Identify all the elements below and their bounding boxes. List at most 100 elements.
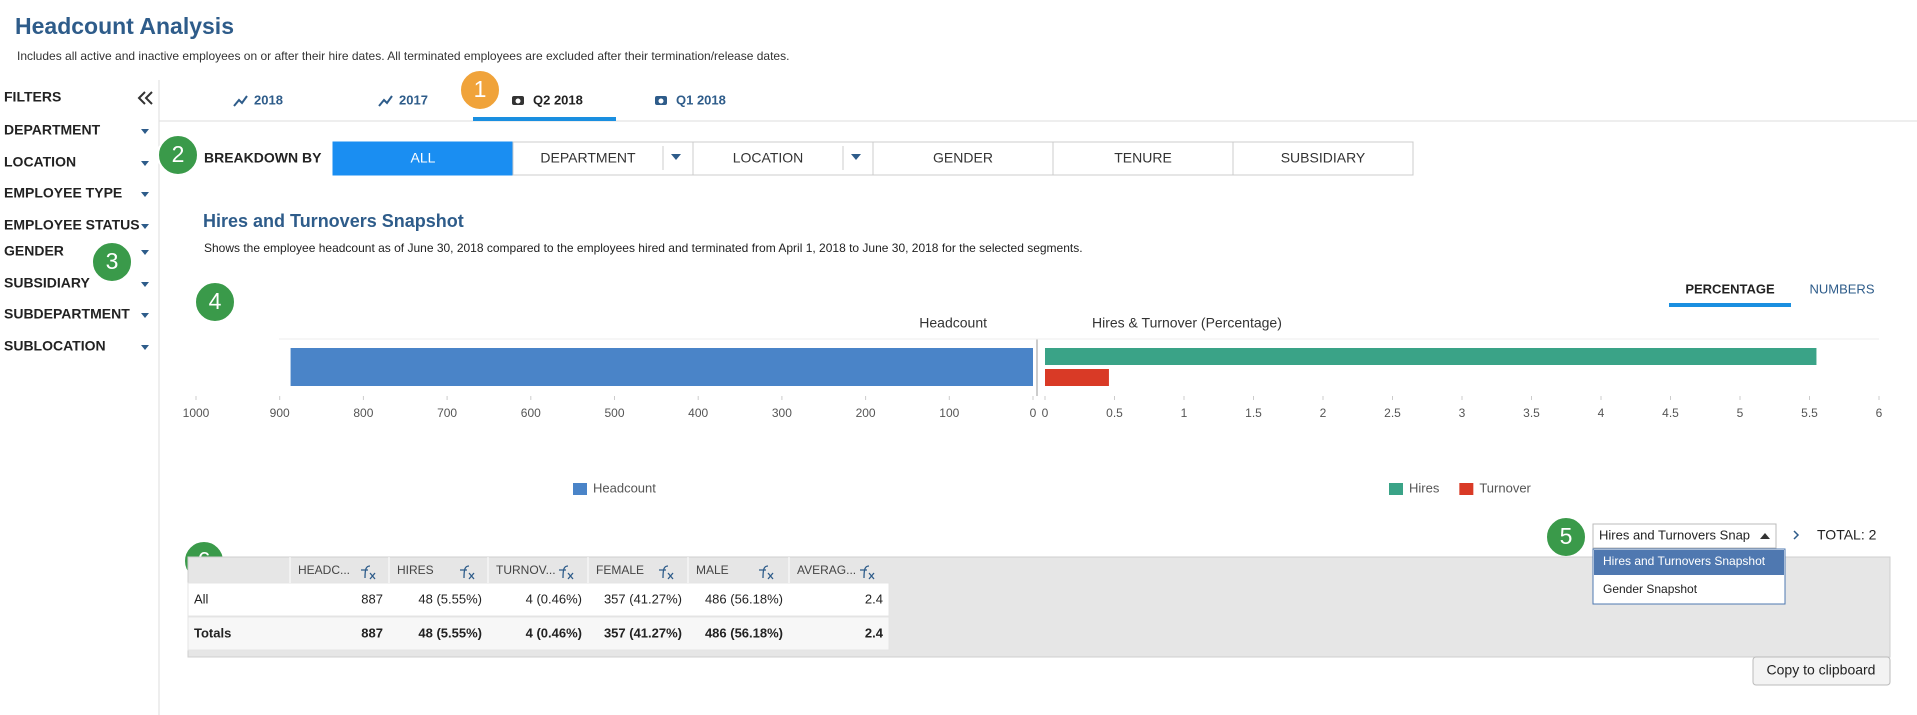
legend-label[interactable]: Headcount — [593, 480, 656, 495]
total-count: TOTAL: 2 — [1817, 527, 1877, 543]
bar — [290, 348, 1033, 386]
table-cell: 357 (41.27%) — [604, 591, 682, 606]
x-tick-label: 2 — [1320, 406, 1327, 420]
select-value[interactable]: Hires and Turnovers Snap — [1599, 527, 1750, 542]
section-title: Hires and Turnovers Snapshot — [203, 211, 464, 231]
table-cell: 4 (0.46%) — [526, 591, 582, 606]
breakdown-option[interactable]: ALL — [411, 150, 436, 166]
select-arrow — [1760, 533, 1770, 539]
option-highlight — [1594, 550, 1784, 575]
table-cell: 887 — [361, 625, 383, 640]
filter-item[interactable]: SUBLOCATION — [4, 338, 106, 354]
legend-label[interactable]: Hires — [1409, 480, 1440, 495]
next-chevron[interactable] — [1793, 530, 1800, 540]
filter-item[interactable]: SUBSIDIARY — [4, 275, 90, 291]
formula-icon[interactable] — [361, 565, 376, 580]
column-header[interactable]: AVERAG... — [797, 563, 856, 577]
x-tick-label: 0 — [1030, 406, 1037, 420]
view-toggle[interactable]: NUMBERS — [1809, 281, 1874, 296]
dropdown-arrow[interactable] — [851, 154, 861, 160]
table-cell: 4 (0.46%) — [526, 625, 582, 640]
filter-arrow[interactable] — [141, 250, 149, 255]
filter-arrow[interactable] — [141, 224, 149, 229]
tab[interactable]: Q2 2018 — [533, 92, 583, 107]
dropdown-arrow[interactable] — [671, 154, 681, 160]
step-marker — [459, 69, 501, 111]
step-number: 1 — [474, 76, 487, 102]
breakdown-button[interactable] — [872, 141, 1054, 176]
copy-button-label[interactable]: Copy to clipboard — [1767, 662, 1876, 678]
table-cell: 486 (56.18%) — [705, 625, 783, 640]
x-tick-label: 600 — [521, 406, 541, 420]
step-marker — [157, 134, 199, 176]
legend-swatch[interactable] — [1459, 483, 1474, 495]
trend-icon[interactable] — [378, 95, 393, 107]
x-tick-label: 1.5 — [1245, 406, 1262, 420]
breakdown-option[interactable]: GENDER — [933, 150, 993, 166]
filters-title: FILTERS — [4, 89, 61, 105]
view-toggle[interactable]: PERCENTAGE — [1685, 281, 1775, 296]
x-tick-label: 400 — [688, 406, 708, 420]
breakdown-option[interactable]: SUBSIDIARY — [1281, 150, 1366, 166]
column-header[interactable]: TURNOV... — [496, 563, 556, 577]
table-cell: 48 (5.55%) — [418, 591, 482, 606]
column-header[interactable]: HEADC... — [298, 563, 350, 577]
view-underline — [1669, 303, 1791, 307]
filter-arrow[interactable] — [141, 345, 149, 350]
breakdown-button[interactable] — [332, 141, 514, 176]
copy-button[interactable] — [1752, 656, 1891, 686]
table-cell: 486 (56.18%) — [705, 591, 783, 606]
column-header[interactable]: HIRES — [397, 563, 434, 577]
step-marker — [91, 241, 133, 283]
camera-lens — [515, 98, 521, 104]
legend-swatch[interactable] — [1389, 483, 1403, 495]
breakdown-button[interactable] — [1232, 141, 1414, 176]
x-tick-label: 100 — [939, 406, 959, 420]
legend-swatch[interactable] — [573, 483, 587, 495]
filter-arrow[interactable] — [141, 313, 149, 318]
filter-item[interactable]: GENDER — [4, 243, 64, 259]
filter-item[interactable]: EMPLOYEE STATUS — [4, 217, 140, 233]
filter-item[interactable]: EMPLOYEE TYPE — [4, 185, 122, 201]
trend-icon[interactable] — [233, 95, 248, 107]
tab[interactable]: Q1 2018 — [676, 92, 726, 107]
select-option[interactable]: Gender Snapshot — [1603, 582, 1698, 596]
tab[interactable]: 2018 — [254, 92, 283, 107]
x-tick-label: 0.5 — [1106, 406, 1123, 420]
page-title: Headcount Analysis — [15, 13, 234, 39]
formula-icon[interactable] — [759, 565, 774, 580]
x-tick-label: 200 — [856, 406, 876, 420]
breakdown-button[interactable] — [1052, 141, 1234, 176]
select-option[interactable]: Hires and Turnovers Snapshot — [1603, 554, 1766, 568]
breakdown-option[interactable]: DEPARTMENT — [540, 150, 636, 166]
chart-title: Hires & Turnover (Percentage) — [1092, 315, 1282, 331]
table-cell: 48 (5.55%) — [418, 625, 482, 640]
collapse-icon[interactable] — [137, 91, 153, 105]
formula-icon[interactable] — [860, 565, 875, 580]
x-tick-label: 300 — [772, 406, 792, 420]
filter-item[interactable]: LOCATION — [4, 154, 76, 170]
filter-item[interactable]: DEPARTMENT — [4, 122, 101, 138]
tab-underline — [473, 117, 616, 121]
step-marker — [194, 281, 236, 323]
formula-icon[interactable] — [559, 565, 574, 580]
select-box[interactable] — [1592, 523, 1777, 549]
filter-arrow[interactable] — [141, 192, 149, 197]
breakdown-option[interactable]: TENURE — [1114, 150, 1172, 166]
x-tick-label: 500 — [604, 406, 624, 420]
column-header[interactable]: MALE — [696, 563, 729, 577]
formula-icon[interactable] — [659, 565, 674, 580]
filter-arrow[interactable] — [141, 282, 149, 287]
camera-lens — [658, 98, 664, 104]
legend-label[interactable]: Turnover — [1479, 480, 1531, 495]
step-number: 4 — [209, 288, 222, 314]
filter-arrow[interactable] — [141, 129, 149, 134]
x-tick-label: 0 — [1042, 406, 1049, 420]
column-header[interactable]: FEMALE — [596, 563, 644, 577]
formula-icon[interactable] — [460, 565, 475, 580]
filter-arrow[interactable] — [141, 161, 149, 166]
filter-item[interactable]: SUBDEPARTMENT — [4, 306, 130, 322]
breakdown-option[interactable]: LOCATION — [733, 150, 804, 166]
tab[interactable]: 2017 — [399, 92, 428, 107]
